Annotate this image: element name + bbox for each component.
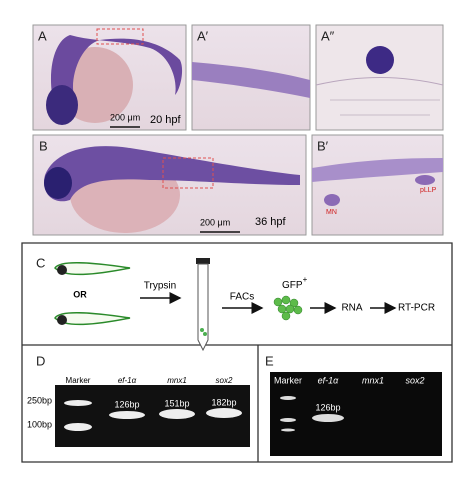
panel-label: A′	[197, 28, 209, 43]
band-label: 151bp	[164, 398, 189, 408]
lane-label: mnx1	[362, 375, 384, 385]
gfp-text: GFP	[282, 280, 303, 291]
panel-c: C OR Trypsin FACs GFP+ RNA RT-PCR	[36, 255, 435, 352]
panel-label: C	[36, 255, 45, 270]
scale-bar-label: 200 μm	[200, 217, 230, 227]
lane-label: ef-1α	[118, 376, 137, 385]
size-marker: 100bp	[27, 419, 52, 429]
lane-label: Marker	[66, 376, 91, 385]
scale-bar-label: 200 μm	[110, 112, 140, 122]
band-label: 182bp	[211, 397, 236, 407]
lane-label: sox2	[405, 375, 424, 385]
lane-label: ef-1α	[318, 375, 340, 385]
stage-label: 20 hpf	[150, 114, 182, 126]
annotation: pLLP	[420, 187, 437, 194]
step: RT-PCR	[398, 303, 435, 314]
or-label: OR	[73, 289, 87, 299]
step: Trypsin	[144, 281, 176, 292]
panel-d: D Marker ef-1α mnx1 sox2 250bp 100bp 126…	[27, 353, 250, 447]
panel-b: B 200 μm 36 hpf	[32, 134, 307, 236]
panel-label: B	[39, 138, 48, 153]
size-marker: 250bp	[27, 395, 52, 405]
panel-b1: B′ MN pLLP	[311, 134, 444, 236]
panel-e: E Marker ef-1α mnx1 sox2 126bp	[265, 353, 442, 456]
panel-label: D	[36, 353, 45, 368]
lane-label: Marker	[274, 375, 302, 385]
panel-label: A″	[321, 28, 335, 43]
stage-label: 36 hpf	[255, 216, 287, 228]
panel-label: A	[38, 28, 47, 43]
step: FACs	[230, 292, 254, 303]
panel-a: A 200 μm 20 hpf	[32, 24, 187, 131]
panel-a2: A″	[315, 24, 444, 131]
lane-label: sox2	[216, 376, 233, 385]
panel-label: B′	[317, 138, 329, 153]
annotation: MN	[326, 209, 337, 216]
panel-a1: A′	[191, 24, 311, 131]
panel-label: E	[265, 353, 274, 368]
band-label: 126bp	[315, 402, 340, 412]
step: RNA	[341, 303, 362, 314]
lane-label: mnx1	[167, 376, 187, 385]
gfp-label: GFP+	[282, 275, 308, 291]
gfp-sup: +	[303, 275, 308, 284]
band-label: 126bp	[114, 399, 139, 409]
